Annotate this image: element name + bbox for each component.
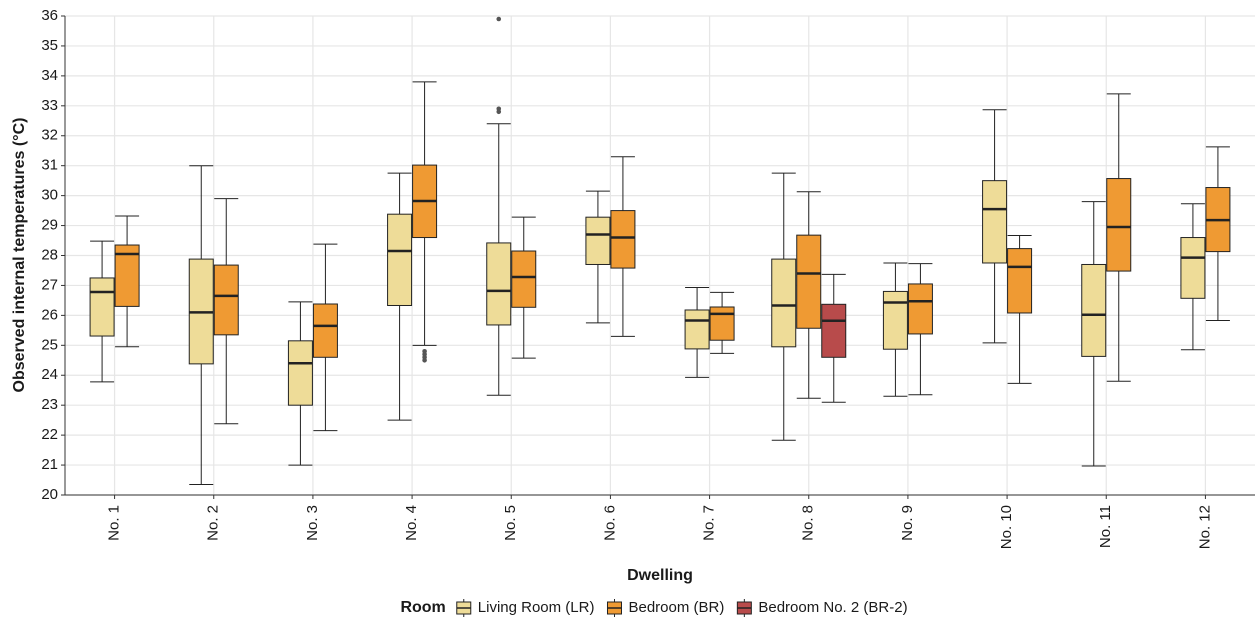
y-tick-label: 30 <box>41 187 58 204</box>
y-tick-label: 23 <box>41 396 58 413</box>
y-tick-label: 36 <box>41 7 58 24</box>
y-axis-title: Observed internal temperatures (°C) <box>11 118 28 393</box>
box <box>982 180 1008 264</box>
box <box>585 216 611 265</box>
box <box>1106 178 1132 272</box>
y-tick-label: 33 <box>41 97 58 114</box>
legend-label: Bedroom No. 2 (BR-2) <box>758 599 907 616</box>
box <box>882 290 908 350</box>
box <box>287 340 313 406</box>
box <box>1081 263 1107 357</box>
box <box>907 283 933 335</box>
box <box>511 250 537 308</box>
y-tick-label: 21 <box>41 456 58 473</box>
legend-title: Room <box>400 599 445 616</box>
x-axis-title: Dwelling <box>627 567 693 584</box>
x-tick-label: No. 1 <box>106 505 123 541</box>
box <box>312 303 338 358</box>
y-tick-label: 34 <box>41 67 58 84</box>
legend: Room Living Room (LR) Bedroom (BR) Bedroom … <box>400 599 908 617</box>
y-tick-label: 32 <box>41 127 58 144</box>
x-tick-label: No. 10 <box>998 505 1015 549</box>
y-tick-label: 25 <box>41 336 58 353</box>
outlier <box>422 357 427 363</box>
box <box>796 234 822 329</box>
box <box>486 242 512 326</box>
y-tick-label: 29 <box>41 217 58 234</box>
x-tick-label: No. 9 <box>899 505 916 541</box>
x-tick-label: No. 7 <box>701 505 718 541</box>
x-tick-label: No. 12 <box>1196 505 1213 549</box>
x-tick-label: No. 6 <box>601 505 618 541</box>
legend-label: Living Room (LR) <box>478 599 595 616</box>
box <box>1180 237 1206 299</box>
box <box>1007 248 1033 314</box>
y-tick-label: 28 <box>41 246 58 263</box>
x-tick-label: No. 2 <box>205 505 222 541</box>
x-tick-label: No. 8 <box>800 505 817 541</box>
box <box>821 303 847 358</box>
box <box>771 258 797 348</box>
box <box>610 210 636 269</box>
x-tick-label: No. 4 <box>403 505 420 541</box>
legend-label: Bedroom (BR) <box>628 599 724 616</box>
outlier <box>496 106 502 112</box>
box <box>684 309 710 350</box>
x-tick-label: No. 3 <box>304 505 321 541</box>
y-tick-label: 24 <box>41 366 58 383</box>
x-tick-label: No. 11 <box>1097 505 1114 548</box>
x-tick-label: No. 5 <box>502 505 519 541</box>
box <box>89 277 115 337</box>
y-tick-label: 22 <box>41 426 58 443</box>
box <box>709 306 735 341</box>
box <box>213 264 239 336</box>
y-tick-label: 35 <box>41 37 58 54</box>
y-tick-label: 20 <box>41 486 58 503</box>
outlier <box>496 16 502 22</box>
y-tick-label: 26 <box>41 306 58 323</box>
y-tick-label: 27 <box>41 276 58 293</box>
box <box>387 213 413 306</box>
y-tick-label: 31 <box>41 157 58 174</box>
